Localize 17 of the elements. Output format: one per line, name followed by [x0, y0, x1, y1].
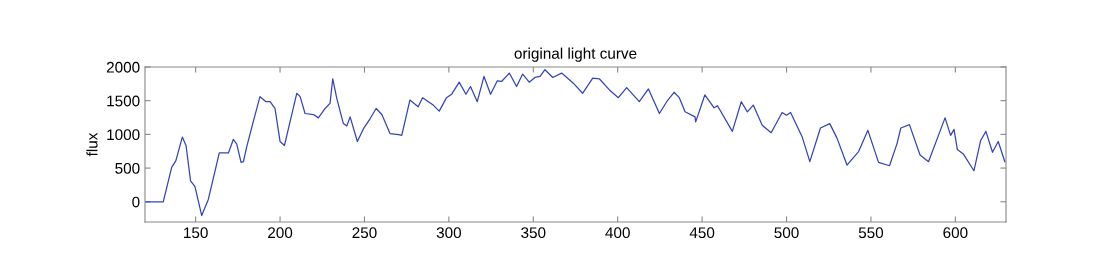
y-tick-label: 2000 [106, 61, 140, 73]
x-tick-label: 400 [605, 227, 630, 239]
x-tick-label: 450 [689, 227, 715, 239]
x-tick-label: 350 [521, 227, 546, 239]
chart-title: original light curve [514, 47, 637, 62]
x-tick-label: 250 [352, 227, 377, 239]
x-tick-label: 150 [184, 227, 208, 239]
x-tick-label: 300 [436, 227, 462, 239]
y-tick-label: 1000 [107, 129, 140, 141]
x-tick-label: 550 [858, 227, 884, 239]
x-tick-label: 600 [943, 227, 968, 239]
y-tick-label: 1500 [107, 95, 140, 107]
y-tick-label: 500 [115, 162, 140, 174]
x-tick-label: 200 [268, 227, 293, 239]
x-tick-label: 500 [774, 227, 799, 239]
y-axis-title: flux [86, 132, 98, 157]
y-tick-label: 0 [132, 196, 140, 208]
